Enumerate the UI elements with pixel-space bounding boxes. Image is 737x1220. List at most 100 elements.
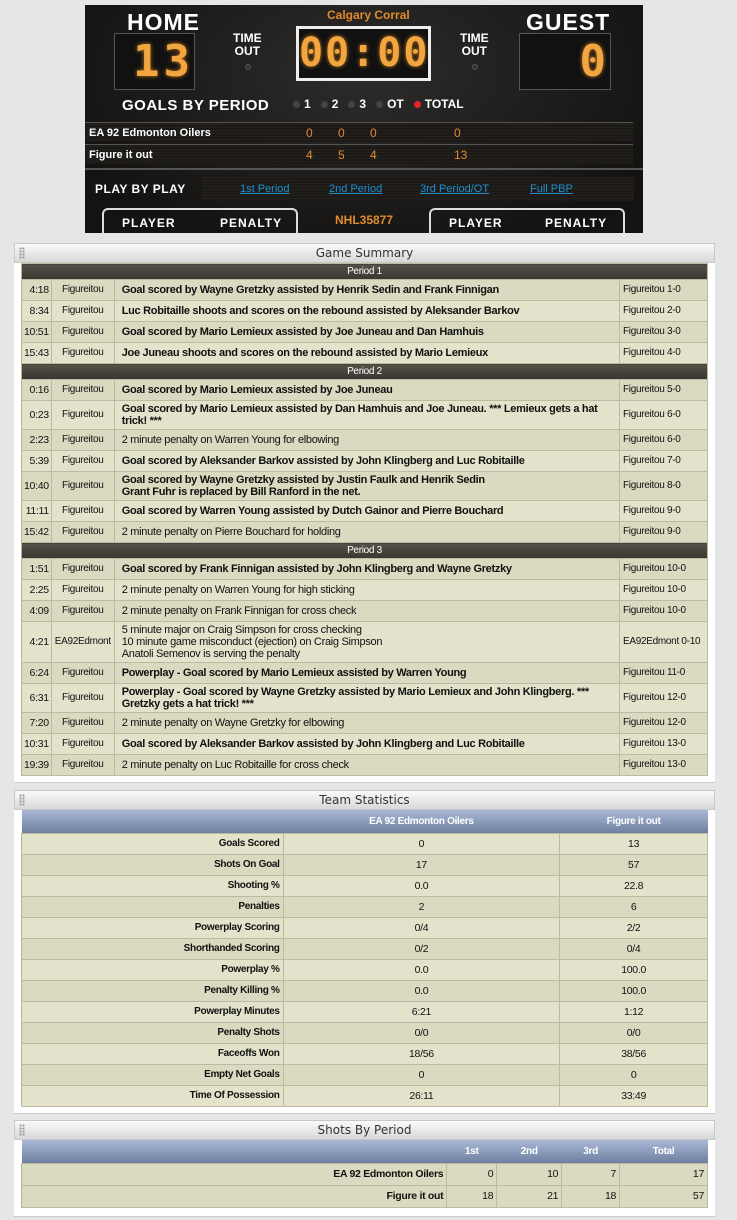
event-score: Figureitou 5-0 xyxy=(619,379,708,401)
play-by-play-label: PLAY BY PLAY xyxy=(95,182,186,196)
event-time: 0:16 xyxy=(21,379,52,401)
header-row: 1st 2nd 3rd Total xyxy=(21,1140,708,1163)
event-description: 5 minute major on Craig Simpson for cros… xyxy=(113,621,621,663)
event-team: Figureitou xyxy=(50,471,115,501)
event-time: 5:39 xyxy=(21,450,52,472)
drag-handle-icon[interactable] xyxy=(19,794,25,806)
drag-handle-icon[interactable] xyxy=(19,247,25,259)
period-score-row: Figure it out 4 5 4 13 xyxy=(85,144,633,164)
panel-title: Game Summary xyxy=(315,246,414,260)
event-time: 4:18 xyxy=(21,279,52,301)
shots-by-period-panel: Shots By Period 1st 2nd 3rd Total EA 92 Edmo… xyxy=(14,1120,715,1217)
shots-value: 10 xyxy=(496,1162,563,1186)
stat-value: 2/2 xyxy=(559,916,708,939)
home-score: 13 xyxy=(114,33,195,90)
event-description: Goal scored by Mario Lemieux assisted by… xyxy=(113,321,621,343)
stat-label: Time Of Possession xyxy=(21,1084,284,1107)
event-score: Figureitou 11-0 xyxy=(619,662,708,684)
shots-value: 18 xyxy=(446,1184,498,1208)
panel-header[interactable]: Team Statistics xyxy=(14,790,715,810)
event-team: Figureitou xyxy=(50,754,115,776)
event-description: 2 minute penalty on Luc Robitaille for c… xyxy=(113,754,621,776)
event-team: Figureitou xyxy=(50,429,115,451)
event-score: Figureitou 12-0 xyxy=(619,712,708,734)
event-description: Luc Robitaille shoots and scores on the … xyxy=(113,300,621,322)
event-row: 15:43 Figureitou Joe Juneau shoots and sco… xyxy=(21,342,708,364)
event-description: Goal scored by Mario Lemieux assisted by… xyxy=(113,400,621,430)
stat-label: Penalties xyxy=(21,895,284,918)
home-penalty-header: PLAYER PENALTY xyxy=(102,208,298,234)
stat-value: 0/4 xyxy=(282,916,561,939)
drag-handle-icon[interactable] xyxy=(19,1124,25,1136)
game-summary-panel: Game Summary Period 1 4:18 Figureitou Goal … xyxy=(14,243,715,783)
column-header: Figure it out xyxy=(559,810,708,833)
link-full-pbp[interactable]: Full PBP xyxy=(530,183,573,195)
event-team: Figureitou xyxy=(50,683,115,713)
panel-header[interactable]: Shots By Period xyxy=(14,1120,715,1140)
period-label: Period 3 xyxy=(21,542,708,559)
team-name: Figure it out xyxy=(20,1184,448,1208)
event-team: Figureitou xyxy=(50,321,115,343)
event-score: Figureitou 13-0 xyxy=(619,733,708,755)
pbp-links: 1st Period 2nd Period 3rd Period/OT Full… xyxy=(202,177,634,201)
stat-value: 0/2 xyxy=(282,937,561,960)
column-header xyxy=(21,1140,447,1163)
link-2nd-period[interactable]: 2nd Period xyxy=(329,183,383,195)
shots-row: Figure it out 18 21 18 57 xyxy=(20,1184,708,1208)
stat-value: 1:12 xyxy=(559,1000,708,1023)
event-time: 7:20 xyxy=(21,712,52,734)
stat-value: 13 xyxy=(559,832,708,855)
stat-value: 2 xyxy=(282,895,561,918)
stat-value: 100.0 xyxy=(559,979,708,1002)
stat-label: Shooting % xyxy=(21,874,284,897)
event-row: 4:18 Figureitou Goal scored by Wayne Gretz… xyxy=(21,279,708,301)
indicator-light-icon xyxy=(348,101,356,108)
event-team: Figureitou xyxy=(50,500,115,522)
event-row: 6:31 Figureitou Powerplay - Goal scored by… xyxy=(21,683,708,713)
stat-value: 0.0 xyxy=(282,874,561,897)
scoreboard: HOME GUEST Calgary Corral 13 0 00:00 TIM… xyxy=(85,5,643,234)
penalty-column: PENALTY xyxy=(220,216,283,230)
stat-row: Powerplay Minutes 6:21 1:12 xyxy=(21,1000,708,1023)
stat-value: 17 xyxy=(282,853,561,876)
team-name: Figure it out xyxy=(89,149,153,161)
event-time: 19:39 xyxy=(21,754,52,776)
stat-label: Shots On Goal xyxy=(21,853,284,876)
event-team: Figureitou xyxy=(50,733,115,755)
event-description: Goal scored by Aleksander Barkov assiste… xyxy=(113,450,621,472)
period-indicator: OT xyxy=(376,97,404,111)
penalty-column: PENALTY xyxy=(545,216,608,230)
event-description: 2 minute penalty on Warren Young for hig… xyxy=(113,579,621,601)
period-label: 1 xyxy=(304,97,311,111)
p3-goals: 4 xyxy=(370,148,377,162)
stat-value: 0/0 xyxy=(282,1021,561,1044)
link-1st-period[interactable]: 1st Period xyxy=(240,183,290,195)
stat-label: Penalty Shots xyxy=(21,1021,284,1044)
event-time: 6:24 xyxy=(21,662,52,684)
total-goals: 0 xyxy=(454,126,461,140)
period-header-row: Period 2 xyxy=(21,363,708,380)
event-time: 15:42 xyxy=(21,521,52,543)
link-3rd-period-ot[interactable]: 3rd Period/OT xyxy=(420,183,490,195)
shots-value: 7 xyxy=(561,1162,621,1186)
event-time: 1:51 xyxy=(21,558,52,580)
stat-row: Faceoffs Won 18/56 38/56 xyxy=(21,1042,708,1065)
play-by-play-bar: PLAY BY PLAY 1st Period 2nd Period 3rd P… xyxy=(85,168,643,204)
guest-timeout-label: TIME OUT xyxy=(460,31,489,58)
event-team: Figureitou xyxy=(50,600,115,622)
stat-row: Shorthanded Scoring 0/2 0/4 xyxy=(21,937,708,960)
stat-row: Penalties 2 6 xyxy=(21,895,708,918)
panel-header[interactable]: Game Summary xyxy=(14,243,715,263)
event-score: Figureitou 9-0 xyxy=(619,500,708,522)
game-id: NHL35877 xyxy=(335,213,394,227)
period-label: 2 xyxy=(331,97,339,111)
event-row: 2:23 Figureitou 2 minute penalty on Warren… xyxy=(21,429,708,451)
stat-value: 6 xyxy=(559,895,708,918)
event-time: 2:23 xyxy=(21,429,52,451)
event-row: 0:23 Figureitou Goal scored by Mario Lemie… xyxy=(21,400,708,430)
panel-title: Team Statistics xyxy=(319,793,410,807)
event-row: 2:25 Figureitou 2 minute penalty on Warren… xyxy=(21,579,708,601)
event-time: 0:23 xyxy=(21,400,52,430)
event-score: Figureitou 13-0 xyxy=(619,754,708,776)
team-name: EA 92 Edmonton Oilers xyxy=(89,127,211,139)
